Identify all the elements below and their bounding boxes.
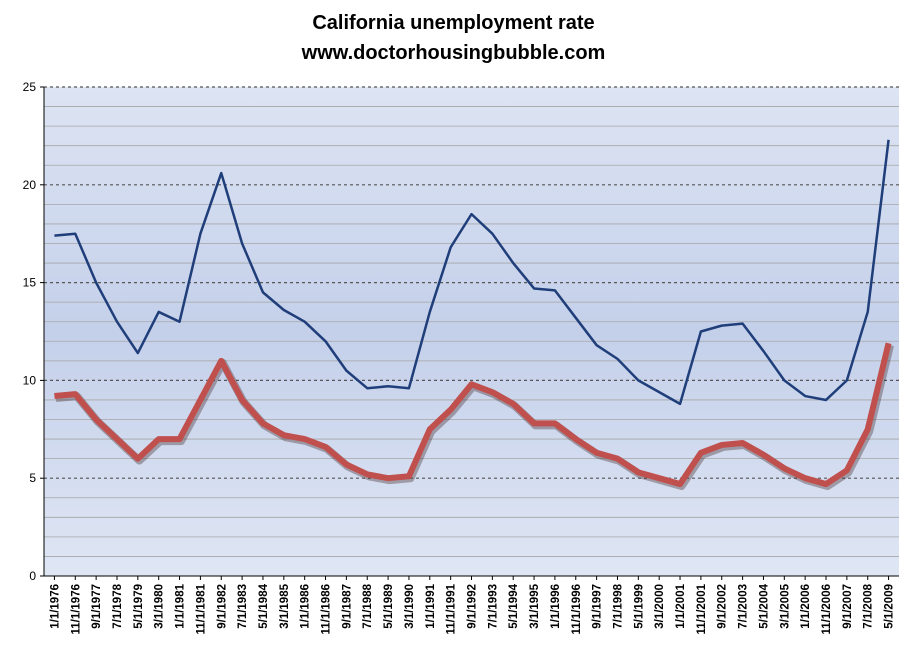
x-tick-label: 7/1/2008 <box>863 583 875 628</box>
x-tick-label: 9/1/1997 <box>592 584 604 629</box>
x-tick-label: 11/1/2006 <box>821 584 833 635</box>
y-tick-label: 25 <box>23 80 37 94</box>
x-tick-label: 9/1/2002 <box>717 584 729 629</box>
x-tick-label: 9/1/1982 <box>216 584 228 629</box>
x-tick-label: 1/1/1986 <box>300 584 312 629</box>
y-tick-label: 5 <box>29 471 36 485</box>
x-tick-label: 1/1/1976 <box>49 584 61 629</box>
x-tick-label: 3/1/1985 <box>279 583 291 628</box>
x-tick-label: 1/1/2006 <box>800 584 812 629</box>
x-tick-label: 5/1/1979 <box>133 584 145 629</box>
x-tick-label: 3/1/1995 <box>529 583 541 628</box>
chart-subtitle: www.doctorhousingbubble.com <box>301 42 606 64</box>
x-tick-label: 3/1/1990 <box>404 584 416 629</box>
y-tick-label: 20 <box>23 178 37 192</box>
x-tick-label: 11/1/1996 <box>571 584 583 635</box>
x-tick-label: 7/1/1988 <box>362 583 374 628</box>
x-tick-label: 1/1/1996 <box>550 584 562 629</box>
x-tick-label: 9/1/2007 <box>842 584 854 629</box>
x-tick-label: 7/1/2003 <box>738 584 750 629</box>
x-tick-label: 5/1/2009 <box>884 584 896 629</box>
x-tick-label: 7/1/1993 <box>487 584 499 629</box>
x-tick-label: 7/1/1998 <box>612 583 624 628</box>
x-tick-label: 9/1/1987 <box>341 584 353 629</box>
plot-area <box>44 87 899 576</box>
x-tick-label: 5/1/2004 <box>758 583 770 628</box>
axes <box>43 87 899 577</box>
x-tick-label: 9/1/1992 <box>467 584 479 629</box>
y-tick-label: 0 <box>29 569 36 583</box>
x-tick-label: 3/1/2005 <box>779 583 791 628</box>
y-axis-ticks: 0 5 10 15 20 25 <box>23 80 44 583</box>
x-tick-label: 11/1/1986 <box>321 584 333 635</box>
x-tick-label: 7/1/1983 <box>237 584 249 629</box>
x-tick-label: 1/1/1991 <box>425 583 437 628</box>
x-tick-label: 11/1/1976 <box>70 584 82 635</box>
x-tick-label: 5/1/1999 <box>633 584 645 629</box>
x-tick-label: 11/1/2001 <box>696 583 708 634</box>
x-tick-label: 7/1/1978 <box>112 583 124 628</box>
x-tick-label: 11/1/1991 <box>446 583 458 634</box>
x-tick-label: 5/1/1984 <box>258 583 270 628</box>
x-tick-label: 1/1/2001 <box>675 583 687 628</box>
x-tick-label: 5/1/1989 <box>383 584 395 629</box>
series-lines <box>54 139 894 491</box>
chart-title: California unemployment rate <box>312 12 595 34</box>
x-tick-label: 9/1/1977 <box>91 584 103 629</box>
y-tick-label: 15 <box>23 276 37 290</box>
x-tick-label: 5/1/1994 <box>508 583 520 628</box>
x-tick-label: 11/1/1981 <box>195 583 207 634</box>
x-axis-ticks: 1/1/1976 11/1/1976 9/1/1977 7/1/1978 5/1/197… <box>49 576 896 635</box>
x-tick-label: 3/1/2000 <box>654 584 666 629</box>
y-tick-label: 10 <box>23 373 37 387</box>
x-tick-label: 3/1/1980 <box>154 584 166 629</box>
x-tick-label: 1/1/1981 <box>175 583 187 628</box>
